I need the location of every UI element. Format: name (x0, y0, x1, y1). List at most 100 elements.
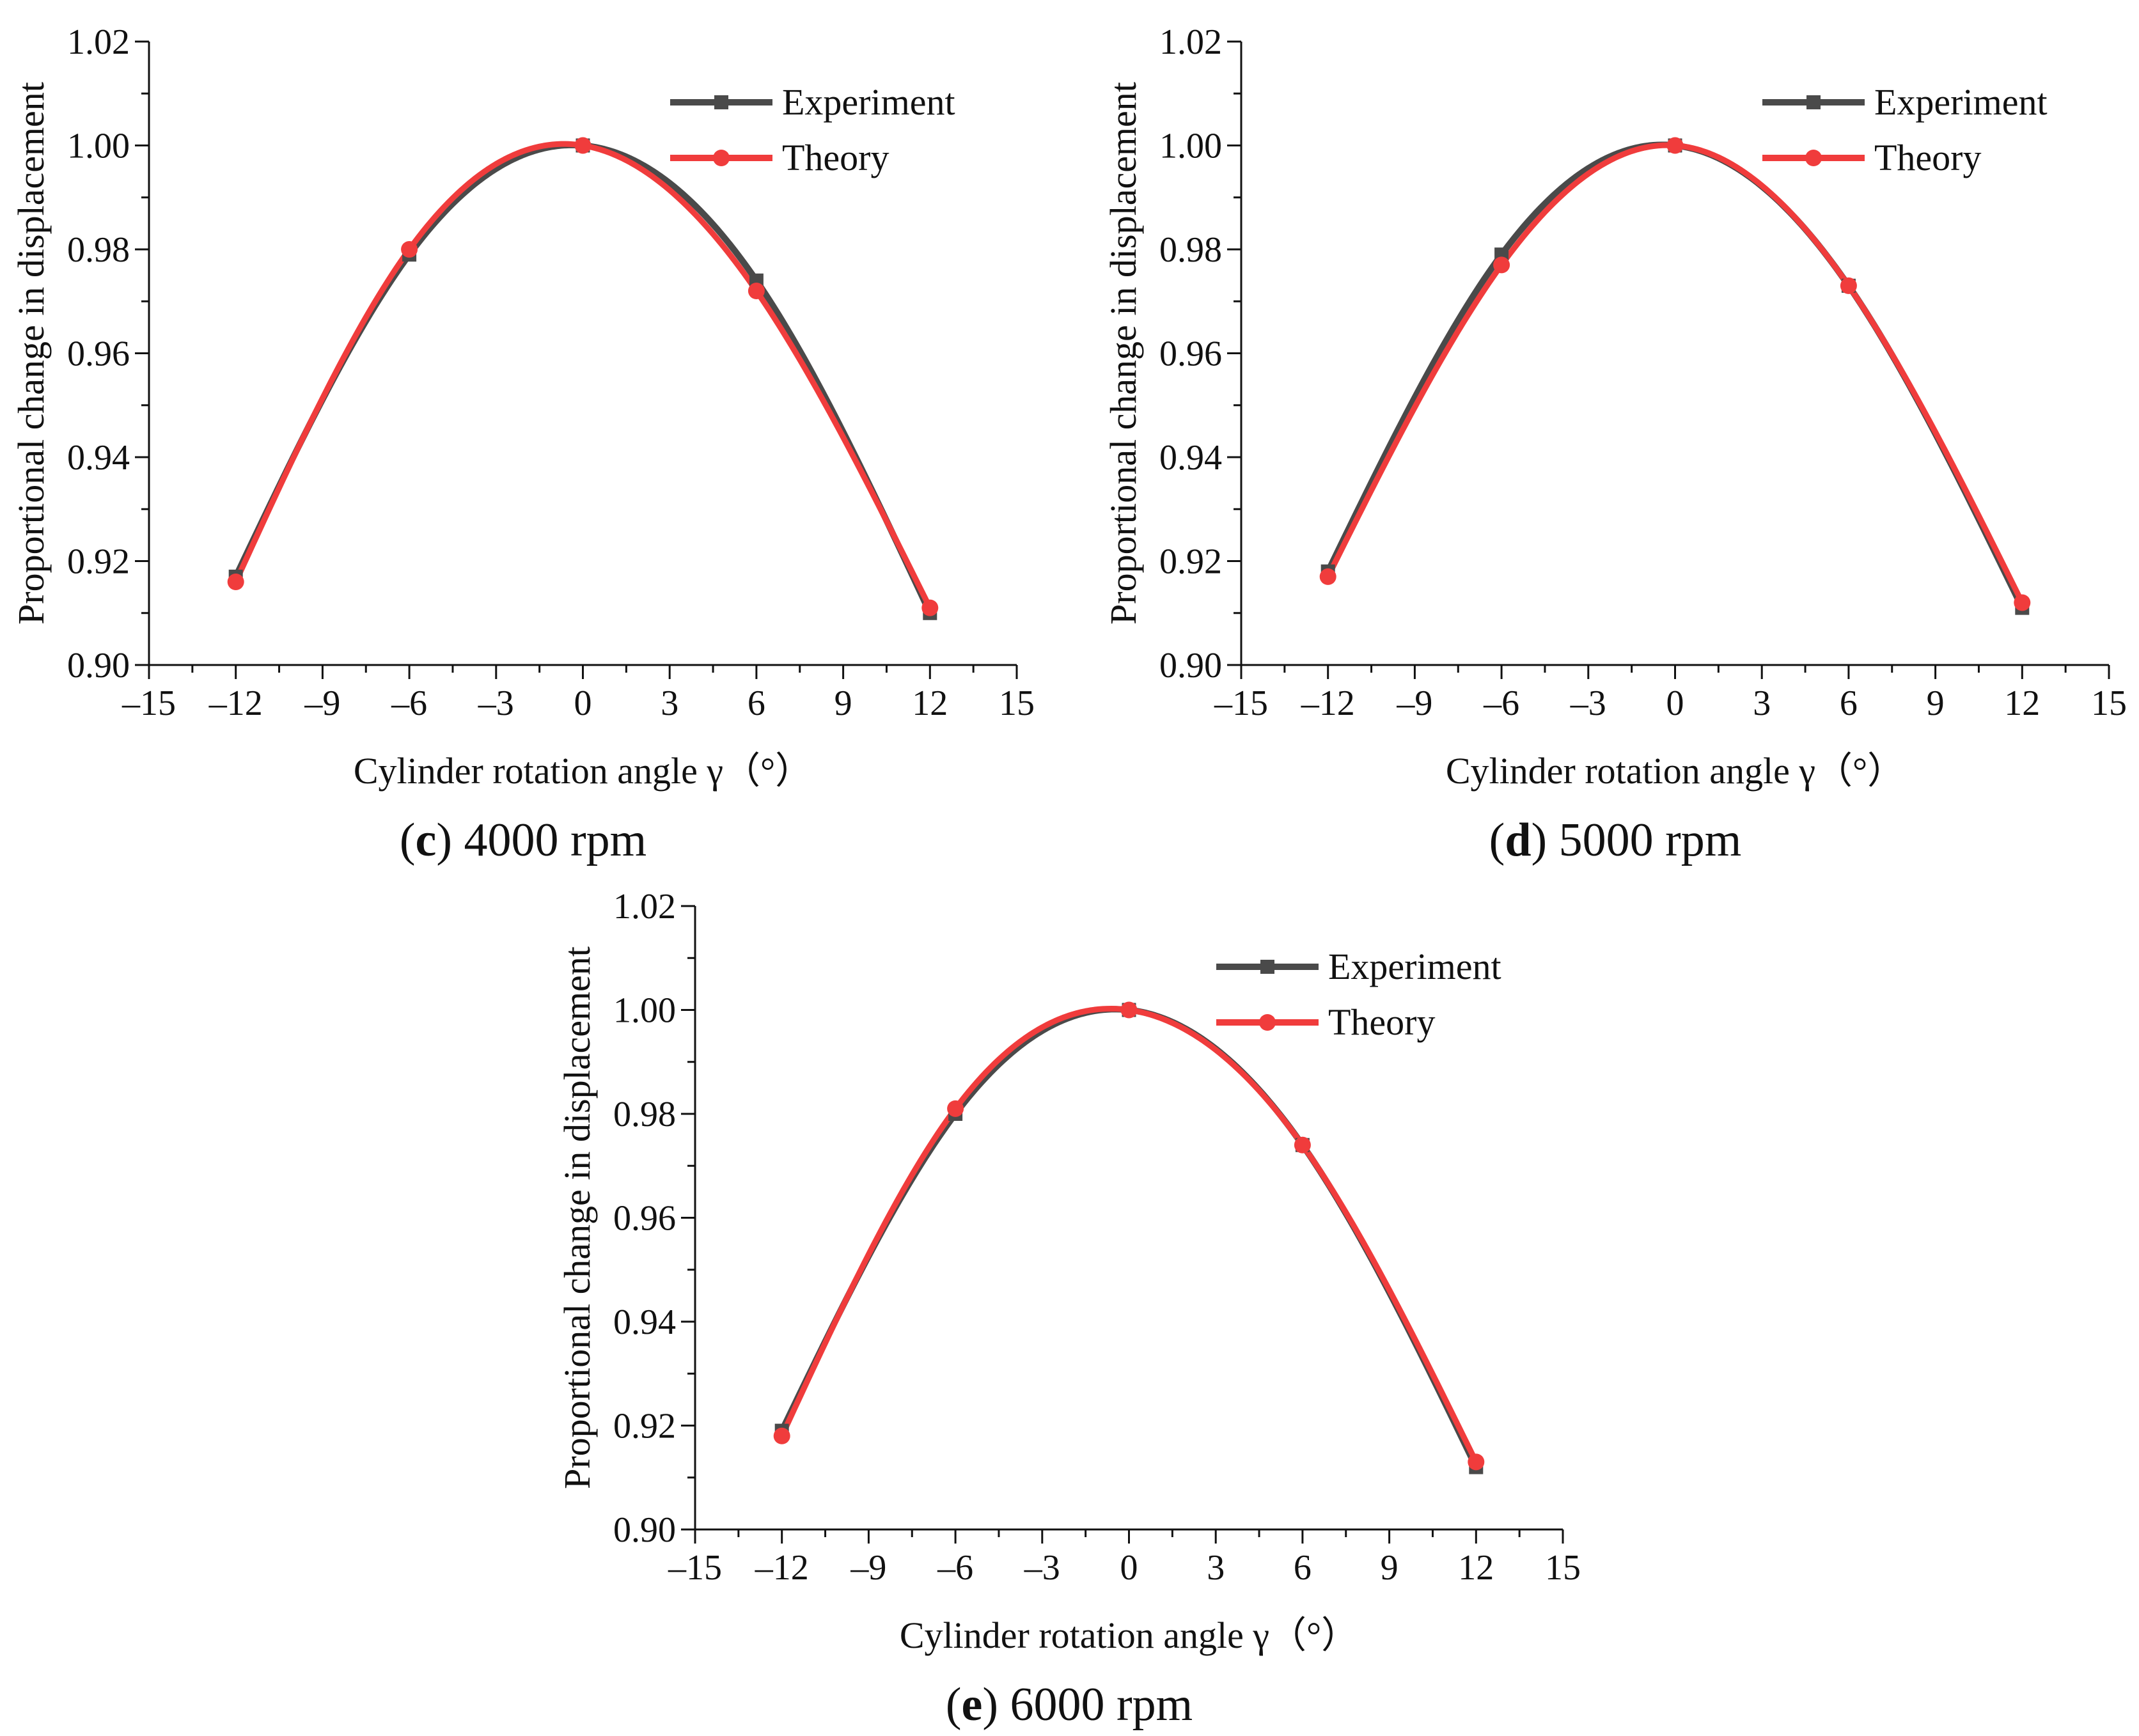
y-tick-label: 0.98 (1159, 230, 1222, 270)
x-tick-label: 3 (1753, 684, 1771, 723)
chart-panel-e: –15 –12 –9 –6 –3 0 3 6 9 12 15 0.90 0.92 0.94 0.96 0.98… (546, 864, 1615, 1734)
data-point-theory (1120, 1001, 1138, 1019)
caption-text: 6000 rpm (998, 1678, 1193, 1731)
legend-label-experiment: Experiment (782, 81, 955, 123)
legend-marker (1805, 150, 1822, 166)
y-tick-label: 0.96 (67, 334, 130, 374)
y-tick-label: 0.92 (613, 1407, 676, 1446)
y-tick-label: 1.02 (67, 22, 130, 62)
x-tick-label: –15 (668, 1548, 722, 1588)
y-tick-label: 0.90 (613, 1510, 676, 1550)
series-line-experiment (232, 141, 934, 616)
y-axis-title: Proportional change in displacement (10, 82, 52, 625)
caption-letter: c (415, 814, 437, 866)
data-point-theory (574, 137, 592, 154)
caption-letter: e (961, 1678, 983, 1731)
y-tick-label: 0.94 (67, 438, 130, 478)
data-point-theory (1666, 137, 1684, 154)
chart-svg-d: –15 –12 –9 –6 –3 0 3 6 9 12 15 0.90 0.92 0.94 0.96 0.98… (1102, 22, 2127, 792)
data-point-theory (1468, 1453, 1485, 1471)
legend-marker (1259, 1014, 1276, 1031)
legend-marker (1806, 95, 1821, 109)
panel-caption-d: (d) 5000 rpm (1489, 814, 1742, 866)
y-tick-label: 1.02 (613, 887, 676, 927)
x-tick-label: 6 (1294, 1548, 1312, 1588)
legend-marker (1260, 960, 1274, 974)
x-tick-label: 0 (574, 684, 592, 723)
panel-caption-e: (e) 6000 rpm (945, 1678, 1193, 1731)
y-tick-label: 0.96 (1159, 334, 1222, 374)
legend-label-experiment: Experiment (1328, 946, 1501, 987)
x-tick-label: –12 (208, 684, 263, 723)
data-point-theory (921, 599, 939, 616)
x-tick-label: –15 (121, 684, 176, 723)
caption-text: 4000 rpm (451, 814, 647, 866)
y-tick-label: 0.98 (67, 230, 130, 270)
x-tick-label: –12 (1301, 684, 1355, 723)
x-tick-label: –9 (304, 684, 340, 723)
legend-label-theory: Theory (1874, 137, 1982, 178)
x-tick-label: 15 (999, 684, 1035, 723)
legend-marker (713, 150, 730, 166)
data-point-theory (1319, 568, 1336, 585)
y-tick-label: 1.02 (1159, 22, 1222, 62)
legend-marker (714, 95, 728, 109)
x-tick-label: 0 (1666, 684, 1684, 723)
chart-panel-d: –15 –12 –9 –6 –3 0 3 6 9 12 15 0.90 0.92 0.94 0.96 0.98… (1092, 0, 2139, 866)
x-tick-label: 15 (1545, 1548, 1581, 1588)
x-axis-title: Cylinder rotation angle γ（°） (1446, 750, 1904, 792)
x-axis-title: Cylinder rotation angle γ（°） (354, 750, 812, 792)
legend-label-theory: Theory (1328, 1001, 1436, 1043)
x-tick-label: 9 (1927, 684, 1945, 723)
data-point-theory (401, 241, 418, 258)
x-tick-label: –15 (1214, 684, 1268, 723)
y-tick-label: 1.00 (67, 127, 130, 166)
x-tick-label: –3 (1570, 684, 1606, 723)
x-tick-label: 9 (1381, 1548, 1399, 1588)
x-tick-label: –6 (1483, 684, 1519, 723)
data-point-theory (227, 574, 244, 590)
y-tick-label: 1.00 (613, 991, 676, 1031)
data-point-theory (748, 283, 765, 299)
x-tick-label: 9 (834, 684, 852, 723)
series-line-theory (779, 1006, 1479, 1465)
x-tick-label: 6 (1840, 684, 1858, 723)
y-tick-label: 0.92 (1159, 542, 1222, 582)
x-tick-label: –9 (850, 1548, 886, 1588)
legend-label-experiment: Experiment (1874, 81, 2048, 123)
panel-caption-c: (c) 4000 rpm (399, 814, 647, 866)
x-tick-label: 6 (748, 684, 765, 723)
chart-panel-c: –15 –12 –9 –6 –3 0 3 6 9 12 15 0.90 0.92 0.94 0.96 0.98… (0, 0, 1069, 866)
caption-letter: d (1505, 814, 1532, 866)
x-tick-label: –12 (755, 1548, 809, 1588)
x-tick-label: –3 (478, 684, 514, 723)
y-tick-label: 0.94 (1159, 438, 1222, 478)
series-line-theory (1325, 142, 2025, 606)
y-tick-label: 0.96 (613, 1199, 676, 1239)
y-tick-label: 0.90 (1159, 646, 1222, 685)
data-point-theory (1493, 256, 1510, 274)
data-point-theory (1840, 277, 1857, 294)
x-tick-label: 3 (661, 684, 678, 723)
x-tick-label: 3 (1207, 1548, 1225, 1588)
data-point-theory (947, 1100, 964, 1117)
x-tick-label: –9 (1396, 684, 1432, 723)
x-axis-title: Cylinder rotation angle γ（°） (900, 1615, 1358, 1656)
x-tick-label: 15 (2091, 684, 2127, 723)
y-axis-title: Proportional change in displacement (1102, 82, 1144, 625)
legend-label-theory: Theory (782, 137, 889, 178)
y-tick-label: 0.90 (67, 646, 130, 685)
data-point-theory (773, 1427, 790, 1444)
y-tick-label: 1.00 (1159, 127, 1222, 166)
series-line-experiment (778, 1006, 1480, 1471)
x-tick-label: –6 (937, 1548, 973, 1588)
y-axis-title: Proportional change in displacement (556, 946, 598, 1489)
chart-svg-e: –15 –12 –9 –6 –3 0 3 6 9 12 15 0.90 0.92 0.94 0.96 0.98… (556, 887, 1581, 1656)
x-tick-label: 12 (1458, 1548, 1494, 1588)
x-tick-label: 12 (2004, 684, 2040, 723)
y-tick-label: 0.92 (67, 542, 130, 582)
y-tick-label: 0.98 (613, 1095, 676, 1134)
x-tick-label: –6 (391, 684, 427, 723)
data-point-theory (2014, 594, 2031, 611)
x-tick-label: –3 (1024, 1548, 1060, 1588)
